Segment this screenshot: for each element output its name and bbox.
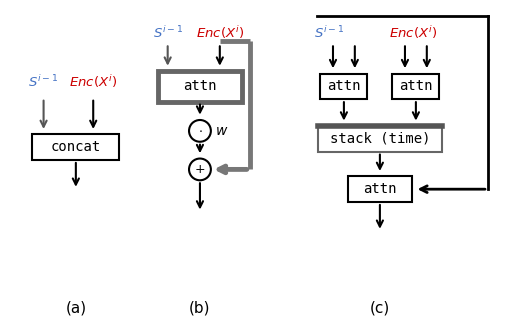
Text: attn: attn	[327, 79, 361, 93]
Text: $\cdot$: $\cdot$	[198, 124, 202, 137]
Text: $S^{i-1}$: $S^{i-1}$	[28, 75, 59, 90]
Bar	[392, 74, 440, 99]
Text: $S^{i-1}$: $S^{i-1}$	[314, 25, 344, 41]
Bar	[320, 74, 367, 99]
Text: $+$: $+$	[194, 163, 205, 176]
Text: attn: attn	[399, 79, 433, 93]
Text: stack (time): stack (time)	[330, 132, 430, 146]
Bar	[318, 126, 442, 152]
Text: concat: concat	[51, 140, 101, 154]
Text: (c): (c)	[370, 300, 390, 315]
Text: $w$: $w$	[215, 124, 228, 138]
Text: $Enc(X^i)$: $Enc(X^i)$	[69, 74, 117, 90]
Bar	[158, 71, 242, 102]
Circle shape	[189, 158, 211, 180]
Text: (a): (a)	[66, 300, 86, 315]
Text: attn: attn	[363, 182, 397, 196]
Bar	[32, 134, 119, 160]
Text: attn: attn	[183, 79, 217, 93]
Text: $Enc(X^i)$: $Enc(X^i)$	[389, 24, 438, 41]
Bar	[347, 176, 412, 202]
Text: $S^{i-1}$: $S^{i-1}$	[152, 25, 183, 41]
Text: $Enc(X^i)$: $Enc(X^i)$	[196, 24, 244, 41]
Circle shape	[189, 120, 211, 142]
Text: (b): (b)	[189, 300, 211, 315]
